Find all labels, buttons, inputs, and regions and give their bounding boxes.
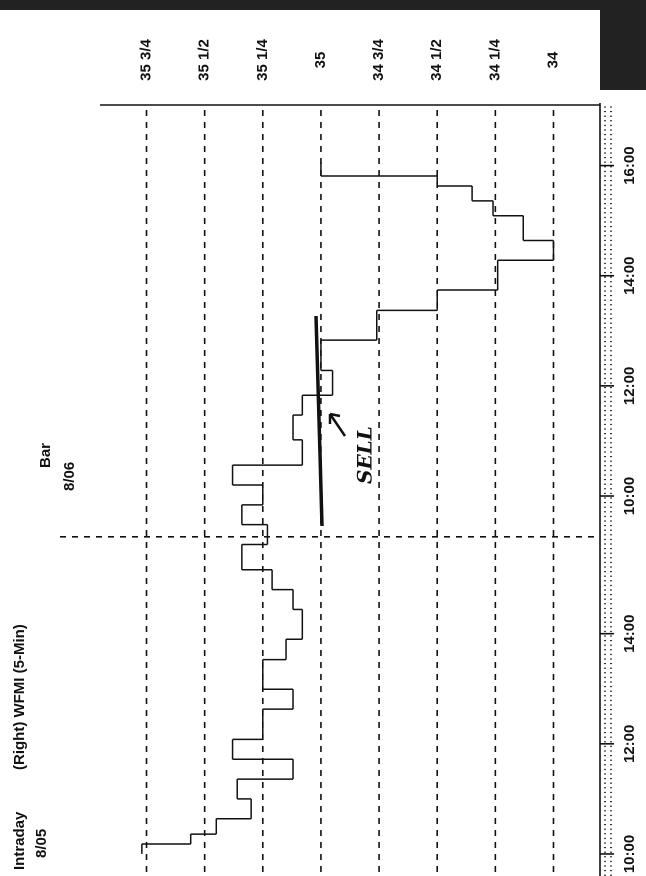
y-tick-label: 35 3/4 (137, 38, 154, 80)
x-tick-label: 14:00 (621, 257, 638, 295)
top-strip (0, 0, 646, 10)
chart-title: (Right) WFMI (5-Min) (11, 624, 28, 770)
y-tick-label: 34 1/2 (428, 39, 445, 81)
x-tick-label: 12:00 (621, 725, 638, 763)
y-tick-label: 34 3/4 (370, 38, 387, 80)
corner-block (600, 0, 646, 90)
y-tick-label: 35 (312, 52, 329, 69)
annotation: SELL (353, 426, 377, 484)
x-tick-label: 16:00 (621, 146, 638, 184)
minor-ticks (604, 105, 612, 876)
x-tick-label: 10:00 (621, 477, 638, 515)
style-label: Bar (37, 443, 54, 468)
x-tick-label: 14:00 (621, 614, 638, 652)
y-tick-label: 35 1/2 (196, 39, 213, 81)
date-label: 8/05 (33, 829, 50, 858)
y-tick-label: 35 1/4 (254, 38, 271, 80)
x-tick-label: 10:00 (621, 835, 638, 873)
mode-label: Intraday (11, 811, 28, 870)
x-tick-label: 12:00 (621, 367, 638, 405)
y-tick-label: 34 1/4 (486, 38, 503, 80)
y-tick-label: 34 (544, 51, 561, 68)
date-label: 8/06 (61, 462, 78, 491)
hand-drawn-arrow (328, 412, 347, 437)
rotated-chart: Intraday 8/05 (Right) WFMI (5-Min) Bar 8… (11, 38, 638, 876)
